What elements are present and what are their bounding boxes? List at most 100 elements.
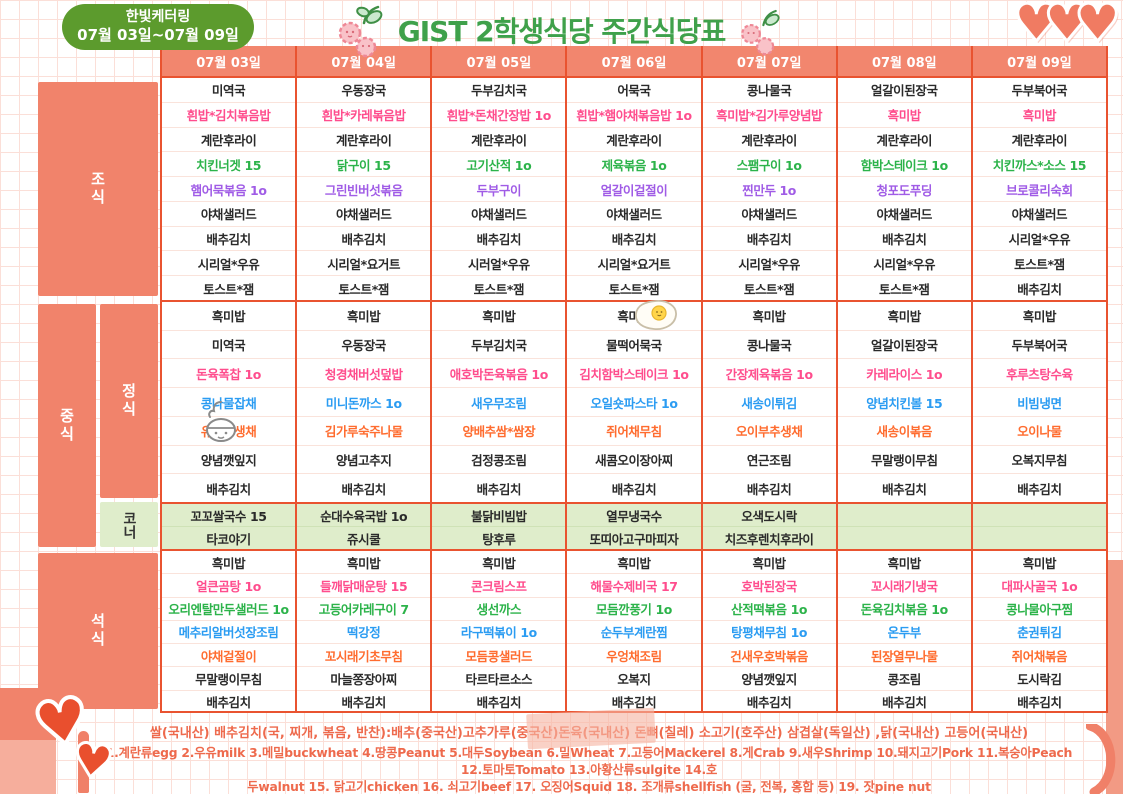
menu-item: 시리얼*우유 bbox=[702, 251, 836, 277]
menu-item: 양념치킨볼 15 bbox=[837, 388, 971, 417]
menu-item: 야채샐러드 bbox=[297, 202, 431, 227]
section-dinner: 흑미밥 들깨닭매운탕 15 고등어카레구이 7 떡강정 꼬시래기초무침 마늘쫑장아찌 배추김… bbox=[297, 549, 431, 713]
menu-item: 토스트*잼 bbox=[473, 281, 525, 297]
menu-item: 호박된장국 bbox=[702, 574, 836, 598]
menu-item: 메추리알버섯장조림 bbox=[162, 621, 296, 645]
menu-item: 흑미밥 bbox=[162, 302, 296, 331]
menu-item bbox=[838, 527, 971, 549]
menu-item: 브로콜리숙회 bbox=[972, 177, 1106, 202]
allergy-info-line: 1.계란류egg 2.우유milk 3.메밀buckwheat 4.땅콩Pean… bbox=[105, 746, 1073, 778]
section-lunch: 흑미밥 물떡어묵국 김치함박스테이크 1o 오일숏파스타 1o 쥐어채무침 새콤오이장아찌… bbox=[567, 300, 701, 502]
menu-item: 우동장국 bbox=[297, 78, 431, 103]
menu-item: 콩나물아구찜 bbox=[972, 598, 1106, 621]
menu-item: 미역국 bbox=[162, 78, 296, 103]
menu-item: 흑미밥 bbox=[702, 302, 836, 331]
day-column: 07월 06일 어묵국 흰밥*햄야채볶음밥 1o 계란후라이 제육볶음 1o 얼갈이겉절이… bbox=[567, 46, 703, 711]
section-breakfast: 두부북어국 흑미밥 계란후라이 치킨까스*소스 15 브로콜리숙회 야채샐러드 시리얼*우유… bbox=[972, 78, 1106, 300]
menu-item: 얼갈이된장국 bbox=[837, 78, 971, 103]
menu-item: 흑미밥 bbox=[297, 302, 431, 331]
footer-right-bracket bbox=[1086, 724, 1116, 794]
menu-item: 계란후라이 bbox=[702, 128, 836, 153]
section-breakfast: 콩나물국 흑미밥*김가루양념밥 계란후라이 스팸구이 1o 찐만두 1o 야채샐러드 배추김… bbox=[702, 78, 836, 300]
day-columns: 07월 03일 미역국 흰밥*김치볶음밥 계란후라이 치킨너겟 15 햄어묵볶음 1o 야채… bbox=[160, 46, 1108, 713]
caterer-name: 한빛케터링 bbox=[125, 8, 191, 25]
menu-item: 무말랭이무침 bbox=[162, 667, 296, 691]
section-breakfast: 어묵국 흰밥*햄야채볶음밥 1o 계란후라이 제육볶음 1o 얼갈이겉절이 야채샐러드 배추… bbox=[567, 78, 701, 300]
cherry-blossom-icon bbox=[741, 9, 780, 56]
menu-item: 얼갈이된장국 bbox=[837, 331, 971, 360]
menu-item: 흑미밥 bbox=[837, 551, 971, 575]
menu-item: 계란후라이 bbox=[972, 128, 1106, 153]
menu-item: 타르타르소스 bbox=[432, 667, 566, 691]
menu-item: 계란후라이 bbox=[567, 128, 701, 153]
section-breakfast: 미역국 흰밥*김치볶음밥 계란후라이 치킨너겟 15 햄어묵볶음 1o 야채샐러드 배추김치… bbox=[162, 78, 296, 300]
menu-item bbox=[837, 504, 971, 527]
menu-item: 열무냉국수 bbox=[567, 504, 701, 527]
menu-item: 배추김치 bbox=[341, 695, 387, 711]
menu-item: 흑미밥 bbox=[972, 103, 1106, 128]
menu-item: 오복지 bbox=[567, 667, 701, 691]
menu-item: 고기산적 1o bbox=[432, 152, 566, 178]
menu-item bbox=[972, 504, 1106, 527]
menu-item: 토스트*잼 bbox=[203, 281, 254, 297]
menu-item: 치킨까스*소스 15 bbox=[972, 152, 1106, 178]
section-lunch: 흑미밥 얼갈이된장국 카레라이스 1o 양념치킨볼 15 새송이볶음 무말랭이무침 배추김치 bbox=[837, 300, 971, 502]
menu-item: 스팸구이 1o bbox=[702, 152, 836, 178]
menu-item: 두부북어국 bbox=[972, 78, 1106, 103]
menu-item: 콩나물국 bbox=[702, 78, 836, 103]
menu-item: 양념고추지 bbox=[297, 446, 431, 475]
menu-item: 오리엔탈만두샐러드 1o bbox=[162, 598, 296, 621]
section-dinner: 흑미밥 콘크림스프 생선까스 라구떡볶이 1o 모듬콩샐러드 타르타르소스 배추김치 bbox=[432, 549, 566, 713]
menu-item: 얼갈이겉절이 bbox=[567, 177, 701, 202]
section-breakfast: 우동장국 흰밥*카레볶음밥 계란후라이 닭구이 15 그린빈버섯볶음 야채샐러드 배추김치 시… bbox=[297, 78, 431, 300]
menu-item: 계란후라이 bbox=[837, 128, 971, 153]
menu-item: 된장열무나물 bbox=[837, 644, 971, 668]
menu-item: 그린빈버섯볶음 bbox=[297, 177, 431, 202]
menu-item: 배추김치 bbox=[567, 227, 701, 252]
menu-item: 배추김치 bbox=[882, 481, 927, 497]
menu-item: 배추김치 bbox=[162, 227, 296, 252]
menu-item: 간장제육볶음 1o bbox=[702, 359, 836, 389]
menu-item: 배추김치 bbox=[476, 481, 522, 497]
origin-allergy-footer: 쌀(국내산) 배추김치(국, 찌개, 볶음, 반찬):배추(중국산)고추가루(중… bbox=[95, 722, 1083, 797]
menu-item: 시러얼*우유 bbox=[432, 251, 566, 277]
menu-item: 또띠아고구마피자 bbox=[589, 531, 679, 547]
menu-item: 야채샐러드 bbox=[432, 202, 566, 227]
menu-item: 도시락김 bbox=[972, 667, 1106, 691]
day-column: 07월 05일 두부김치국 흰밥*돈채간장밥 1o 계란후라이 고기산적 1o 두부구이 야… bbox=[432, 46, 568, 713]
menu-item: 대파사골국 1o bbox=[972, 574, 1106, 598]
menu-item: 함박스테이크 1o bbox=[837, 152, 971, 178]
menu-item: 어묵국 bbox=[567, 78, 701, 103]
side-decoration-strip bbox=[1106, 560, 1123, 794]
hearts-decoration-icon: ♥♥♥ bbox=[1012, 0, 1123, 56]
menu-item: 배추김치 bbox=[341, 481, 387, 497]
menu-item: 순대수육국밥 1o bbox=[297, 504, 431, 527]
menu-item: 무말랭이무침 bbox=[837, 446, 971, 475]
menu-item: 배추김치 bbox=[432, 227, 566, 252]
fried-egg-doodle-icon bbox=[635, 300, 677, 330]
menu-item: 흑미밥 bbox=[297, 551, 431, 575]
menu-item: 토스트*잼 bbox=[972, 251, 1106, 277]
menu-item: 꼬시래기냉국 bbox=[837, 574, 971, 598]
day-column: 07월 07일 콩나물국 흑미밥*김가루양념밥 계란후라이 스팸구이 1o 찐만두 1o 야… bbox=[702, 46, 838, 713]
menu-item: 흑미밥 bbox=[702, 551, 836, 575]
section-dinner: 흑미밥 호박된장국 산적떡볶음 1o 탕평채무침 1o 건새우호박볶음 양념깻잎지 배추김치 bbox=[702, 549, 836, 713]
day-column: 07월 03일 미역국 흰밥*김치볶음밥 계란후라이 치킨너겟 15 햄어묵볶음 1o 야채… bbox=[162, 46, 298, 711]
row-label-lunch: 중식 bbox=[38, 304, 96, 547]
menu-item: 청경채버섯덮밥 bbox=[297, 359, 431, 389]
menu-item: 쥬시쿨 bbox=[347, 531, 381, 547]
menu-item: 배추김치 bbox=[1017, 695, 1062, 711]
row-label-corner: 코너 bbox=[100, 502, 158, 547]
section-dinner: 흑미밥 꼬시래기냉국 돈육김치볶음 1o 온두부 된장열무나물 콩조림 배추김치 bbox=[837, 549, 971, 713]
menu-item: 연근조림 bbox=[702, 446, 836, 475]
menu-item: 새송이볶음 bbox=[837, 417, 971, 446]
menu-date-range: 07월 03일~07월 09일 bbox=[77, 26, 239, 45]
menu-item: 새콤오이장아찌 bbox=[567, 446, 701, 475]
menu-item: 콩나물국 bbox=[702, 331, 836, 360]
menu-item: 탕후루 bbox=[482, 531, 516, 547]
menu-item: 토스트*잼 bbox=[608, 281, 660, 297]
menu-item: 제육볶음 1o bbox=[567, 152, 701, 178]
menu-item: 배추김치 bbox=[1017, 281, 1062, 297]
menu-item: 토스트*잼 bbox=[338, 281, 389, 297]
